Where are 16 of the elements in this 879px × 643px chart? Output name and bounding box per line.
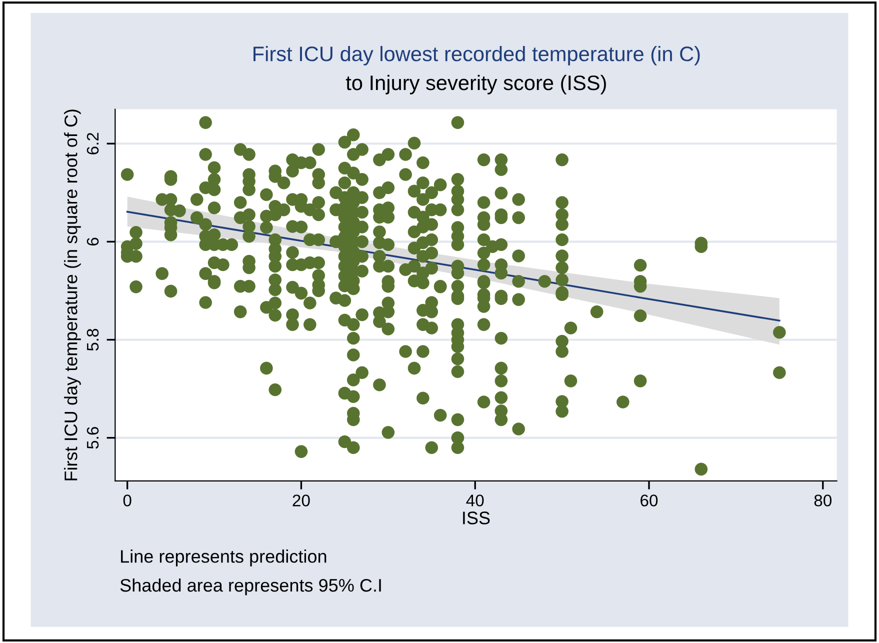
- text: Shaded area represents 95% C.I: [120, 578, 381, 596]
- chart-subtitle: to Injury severity score (ISS): [346, 74, 606, 94]
- text: Line represents prediction: [121, 550, 326, 566]
- x-tick-label: 20: [292, 494, 310, 506]
- y-tick-label: 6.2: [86, 132, 99, 154]
- y-tick-label: 5.8: [86, 328, 99, 351]
- x-axis-title: ISS: [463, 512, 490, 524]
- line-series: [126, 210, 780, 322]
- x-tick-label: 80: [814, 494, 832, 506]
- x-tick-label: 40: [466, 494, 484, 506]
- x-tick-label: 60: [640, 494, 658, 506]
- chart-title: First ICU day lowest recorded temperature (in C): [254, 46, 700, 66]
- x-tick-label: 0: [123, 494, 132, 506]
- y-axis-title: First ICU day temperature (in square root of C): [64, 110, 81, 480]
- y-tick-label: 5.6: [86, 426, 99, 449]
- y-tick-label: 6: [86, 238, 99, 246]
